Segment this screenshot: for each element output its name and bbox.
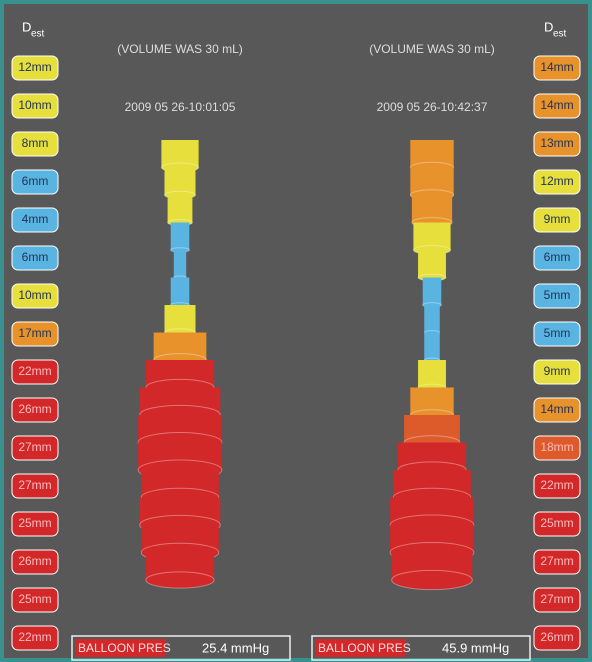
diameter-label: 5mm: [544, 326, 571, 340]
diameter-label: 14mm: [540, 60, 573, 74]
balloon-segment: [424, 305, 440, 333]
balloon-segment: [170, 222, 190, 250]
diameter-badge: [11, 131, 59, 157]
diameter-badge: [533, 93, 581, 119]
diameter-label: 25mm: [18, 516, 51, 530]
balloon-ring: [145, 571, 215, 589]
diameter-badge: [533, 625, 581, 651]
diameter-badge: [11, 55, 59, 81]
pressure-value: 45.9 mmHg: [442, 640, 509, 655]
balloon-segment: [170, 277, 190, 305]
diameter-badge: [11, 625, 59, 651]
pressure-label-bg: [75, 639, 165, 657]
diameter-label: 6mm: [544, 250, 571, 264]
pressure-box: [311, 635, 531, 661]
balloon-segment: [418, 360, 446, 388]
timestamp: 2009 05 26-10:42:37: [377, 100, 488, 114]
pressure-label: BALLOON PRES: [78, 641, 171, 655]
diameter-label: 12mm: [18, 60, 51, 74]
diameter-badge: [533, 587, 581, 613]
diameter-label: 22mm: [18, 630, 51, 644]
pressure-label: BALLOON PRES: [318, 641, 411, 655]
diameter-label: 27mm: [540, 592, 573, 606]
pressure-value: 25.4 mmHg: [202, 640, 269, 655]
diameter-badge: [11, 473, 59, 499]
diameter-badge: [533, 169, 581, 195]
diameter-label: 10mm: [18, 288, 51, 302]
diameter-badge: [533, 435, 581, 461]
pressure-box: [71, 635, 291, 661]
diameter-label: 22mm: [18, 364, 51, 378]
diameter-label: 27mm: [18, 440, 51, 454]
diameter-label: 6mm: [22, 250, 49, 264]
diameter-badge: [11, 207, 59, 233]
diameter-badge: [11, 169, 59, 195]
diameter-badge: [11, 587, 59, 613]
diameter-badge: [533, 549, 581, 575]
diameter-badge: [11, 283, 59, 309]
diameter-label: 22mm: [540, 478, 573, 492]
diameter-label: 12mm: [540, 174, 573, 188]
diameter-badge: [533, 359, 581, 385]
timestamp: 2009 05 26-10:01:05: [125, 100, 236, 114]
diameter-label: 27mm: [540, 554, 573, 568]
diameter-badge: [533, 473, 581, 499]
diameter-badge: [533, 55, 581, 81]
header: D: [544, 19, 553, 34]
diameter-badge: [11, 359, 59, 385]
balloon-segment: [418, 250, 446, 278]
diameter-badge: [533, 283, 581, 309]
diameter-badge: [533, 321, 581, 347]
diameter-label: 4mm: [22, 212, 49, 226]
diameter-label: 25mm: [540, 516, 573, 530]
diameter-badge: [533, 207, 581, 233]
header-sub: est: [31, 29, 45, 40]
balloon-segment: [164, 167, 196, 195]
balloon-ring: [391, 569, 473, 591]
diameter-badge: [533, 397, 581, 423]
diameter-label: 9mm: [544, 212, 571, 226]
diameter-badge: [11, 511, 59, 537]
diameter-label: 13mm: [540, 136, 573, 150]
diameter-label: 26mm: [18, 554, 51, 568]
diameter-badge: [11, 321, 59, 347]
diameter-badge: [11, 435, 59, 461]
diameter-label: 8mm: [22, 136, 49, 150]
diameter-label: 25mm: [18, 592, 51, 606]
diameter-label: 27mm: [18, 478, 51, 492]
diameter-badge: [11, 549, 59, 575]
diameter-label: 14mm: [540, 98, 573, 112]
volume: (VOLUME WAS 30 mL): [117, 42, 243, 56]
balloon-segment: [413, 222, 451, 250]
volume: (VOLUME WAS 30 mL): [369, 42, 495, 56]
diameter-label: 26mm: [540, 630, 573, 644]
diameter-label: 6mm: [22, 174, 49, 188]
header: D: [22, 19, 31, 34]
diameter-label: 9mm: [544, 364, 571, 378]
balloon-segment: [422, 277, 442, 305]
balloon-segment: [173, 250, 187, 278]
diameter-label: 18mm: [540, 440, 573, 454]
balloon-segment: [161, 140, 199, 168]
balloon-segment: [164, 305, 196, 333]
diameter-label: 26mm: [18, 402, 51, 416]
balloon-segment: [424, 332, 440, 360]
diameter-label: 5mm: [544, 288, 571, 302]
header-sub: est: [553, 29, 567, 40]
pressure-label-bg: [315, 639, 405, 657]
diameter-badge: [11, 93, 59, 119]
diameter-badge: [533, 245, 581, 271]
diameter-badge: [533, 131, 581, 157]
diameter-label: 14mm: [540, 402, 573, 416]
diameter-badge: [11, 245, 59, 271]
diameter-badge: [11, 397, 59, 423]
diameter-label: 10mm: [18, 98, 51, 112]
balloon-segment: [167, 195, 193, 223]
diameter-badge: [533, 511, 581, 537]
diameter-label: 17mm: [18, 326, 51, 340]
